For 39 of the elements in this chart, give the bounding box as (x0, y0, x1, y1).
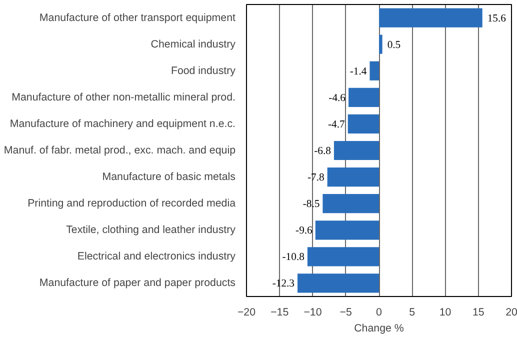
data-label: -4.7 (328, 119, 346, 130)
bar (348, 114, 379, 134)
data-label: -6.8 (314, 146, 331, 157)
x-tick-label: −5 (340, 306, 352, 318)
bar (348, 88, 379, 107)
x-tick-label: 20 (506, 306, 517, 318)
x-tick-label: −20 (237, 306, 256, 318)
bar (370, 61, 379, 80)
data-label: -9.6 (296, 226, 314, 237)
x-tick-label: −15 (270, 306, 289, 318)
x-tick-label: −10 (304, 306, 322, 318)
y-tick-label: Manuf. of fabr. metal prod., exc. mach. and equip (4, 144, 236, 156)
y-tick-label: Textile, clothing and leather industry (66, 224, 236, 236)
bar (379, 8, 482, 28)
x-tick-label: 0 (376, 306, 382, 318)
bar (307, 247, 379, 266)
bar (334, 140, 379, 160)
data-label: -10.8 (282, 252, 304, 264)
y-tick-label: Manufacture of other transport equipment (39, 12, 236, 24)
y-tick-label: Manufacture of machinery and equipment n.e.c. (10, 118, 236, 130)
x-tick-label: 15 (472, 306, 484, 318)
bar (322, 194, 379, 214)
y-tick-label: Manufacture of other non-metallic mineral prod. (12, 91, 236, 104)
bar (327, 167, 379, 187)
y-tick-label: Food industry (170, 64, 236, 77)
bar (298, 274, 379, 293)
y-tick-label: Printing and reproduction of recorded media (28, 198, 236, 210)
data-label: -1.4 (350, 66, 368, 78)
x-axis-title: Change % (354, 322, 404, 334)
y-tick-label: Electrical and electronics industry (77, 250, 236, 263)
y-tick-label: Manufacture of paper and paper products (39, 277, 236, 290)
data-label: 15.6 (487, 13, 507, 24)
y-tick-label: Manufacture of basic metals (102, 171, 236, 184)
x-tick-label: 10 (439, 306, 452, 318)
y-tick-label: Chemical industry (150, 38, 236, 50)
bar (379, 34, 382, 54)
x-tick-label: 5 (409, 306, 416, 318)
data-label: 0.5 (387, 40, 401, 51)
bar (315, 220, 379, 240)
